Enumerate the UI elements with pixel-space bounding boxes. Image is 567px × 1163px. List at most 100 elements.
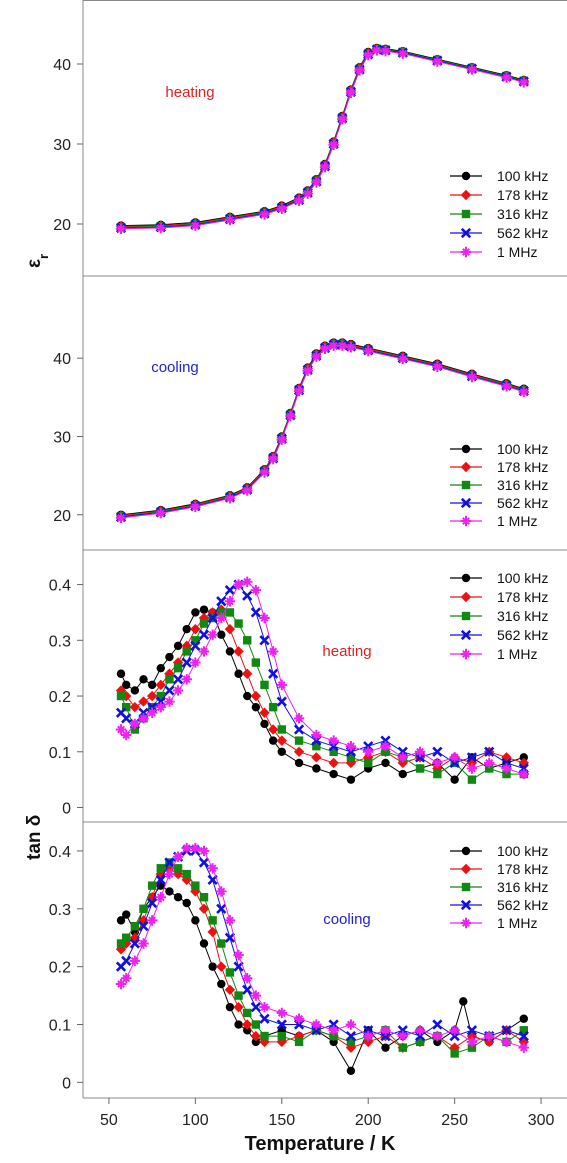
data-point	[260, 719, 269, 729]
data-point	[122, 933, 131, 942]
data-point	[363, 1036, 374, 1048]
data-point	[216, 961, 227, 972]
data-point	[466, 371, 478, 383]
series-line	[120, 49, 524, 229]
data-point	[293, 746, 305, 757]
data-point	[466, 752, 478, 763]
data-point	[449, 1025, 460, 1036]
data-point	[198, 629, 210, 640]
data-point	[329, 1031, 338, 1041]
data-point	[363, 50, 374, 61]
data-point	[484, 1036, 495, 1048]
data-point	[484, 1030, 495, 1042]
data-point	[450, 1049, 459, 1058]
legend-marker	[460, 497, 472, 509]
data-point	[346, 1066, 356, 1076]
data-point	[155, 701, 166, 713]
data-point	[294, 1037, 304, 1047]
data-point	[243, 636, 252, 645]
data-point	[267, 724, 279, 735]
legend: 100 kHz 178 kHz 316 kHz 562 kHz 1 MHz	[450, 168, 548, 260]
data-point	[207, 607, 218, 618]
data-point	[242, 485, 253, 496]
y-tick-label: 30	[53, 137, 71, 154]
series-1-mhz	[115, 45, 529, 234]
legend-marker	[460, 863, 472, 875]
y-tick-label: 0.2	[49, 689, 71, 706]
data-point	[233, 1001, 244, 1013]
data-point	[484, 746, 495, 757]
data-point	[208, 962, 217, 971]
data-point	[519, 1026, 528, 1035]
data-point	[276, 679, 287, 691]
panel-annotation: heating	[322, 643, 371, 660]
data-point	[501, 1036, 512, 1048]
legend-label: 562 kHz	[497, 627, 548, 643]
data-point	[294, 758, 304, 768]
data-point	[242, 590, 253, 601]
data-point	[364, 758, 373, 768]
data-point	[165, 675, 174, 684]
data-point	[345, 342, 357, 353]
panel-permittivity-heating: 20 30 40 heating 100 kHz 178 kHz 316 kHz 562 kH…	[53, 0, 567, 277]
data-point	[234, 619, 243, 628]
series-1-mhz	[115, 842, 529, 1053]
data-point	[115, 978, 127, 990]
series-line	[120, 583, 524, 769]
data-point	[328, 757, 339, 769]
series-line	[120, 47, 524, 227]
data-point	[311, 752, 322, 763]
data-point	[250, 607, 261, 618]
data-point	[293, 1030, 305, 1042]
data-point	[224, 623, 236, 635]
data-point	[233, 646, 244, 657]
legend-marker	[460, 591, 472, 603]
data-point	[501, 752, 512, 763]
legend-marker	[461, 444, 471, 454]
data-point	[466, 64, 478, 75]
legend: 100 kHz 178 kHz 316 kHz 562 kHz 1 MHz	[450, 843, 548, 931]
data-point	[328, 735, 339, 746]
x-tick-label: 300	[528, 1112, 555, 1129]
legend-marker	[460, 515, 472, 527]
data-point	[138, 915, 149, 926]
data-point	[294, 736, 304, 745]
data-point	[380, 46, 391, 57]
data-point	[415, 764, 425, 773]
series-316-khz	[116, 44, 528, 232]
data-point	[224, 596, 236, 607]
data-point	[449, 752, 460, 763]
data-point	[337, 340, 348, 351]
legend-marker	[460, 189, 472, 201]
data-point	[450, 775, 459, 784]
x-tick-label: 150	[268, 1112, 295, 1129]
data-point	[224, 932, 236, 943]
data-point	[371, 45, 383, 56]
data-point	[130, 725, 140, 734]
legend-marker	[461, 882, 471, 892]
data-point	[467, 1043, 477, 1052]
data-point	[207, 629, 218, 640]
data-point	[198, 646, 210, 657]
data-point	[121, 690, 132, 702]
data-point	[293, 1013, 305, 1024]
data-point	[250, 1002, 261, 1013]
data-point	[225, 968, 235, 977]
x-axis-label: Temperature / K	[245, 1133, 396, 1155]
data-point	[433, 769, 442, 779]
data-point	[243, 1026, 252, 1035]
data-point	[276, 203, 287, 214]
data-point	[363, 1030, 374, 1042]
data-point	[259, 1001, 270, 1013]
data-point	[216, 886, 227, 897]
data-point	[337, 114, 348, 125]
data-point	[121, 713, 132, 724]
data-point	[181, 657, 192, 668]
panel-loss-cooling: 0 0.1 0.2 0.3 0.4 cooling 100 kHz 178 kHz 316 kH…	[49, 822, 567, 1129]
data-point	[129, 938, 140, 949]
data-point	[250, 990, 262, 1001]
legend-label: 100 kHz	[497, 441, 548, 457]
data-point	[268, 668, 279, 679]
data-point	[466, 763, 478, 774]
data-point	[302, 188, 313, 199]
